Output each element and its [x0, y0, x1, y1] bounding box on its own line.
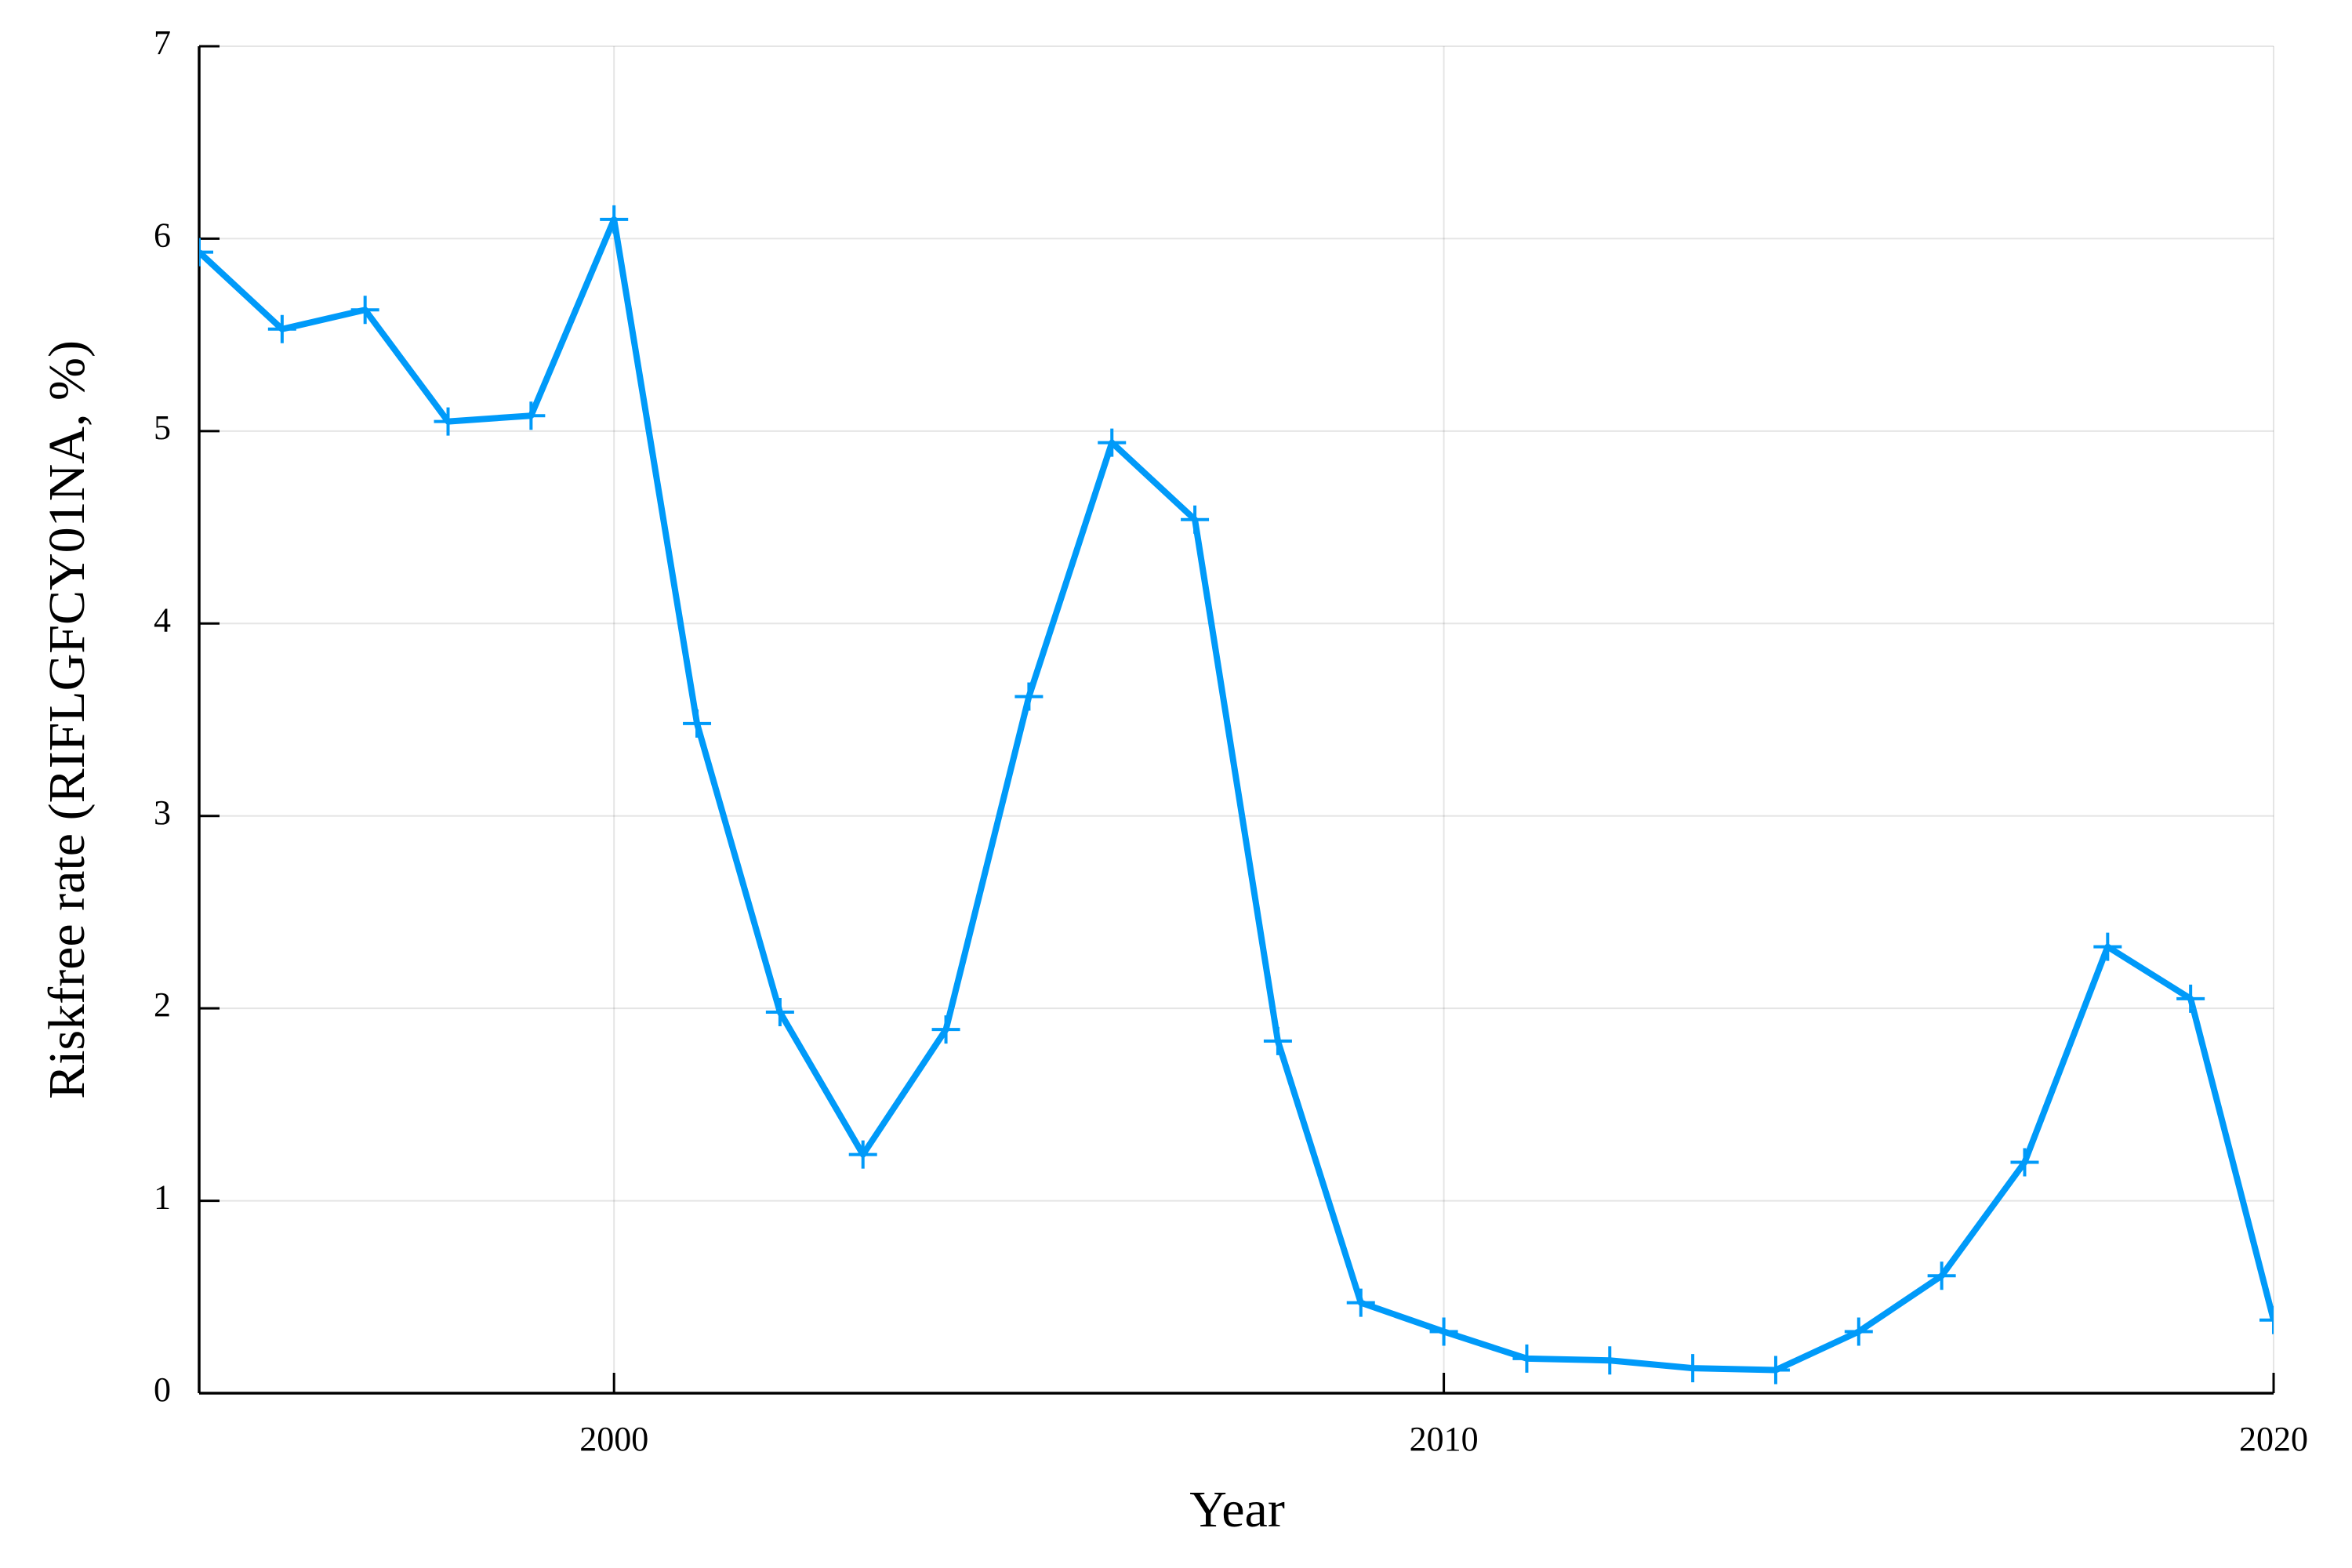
y-tick-label: 2 [154, 985, 171, 1024]
data-marker [600, 205, 629, 234]
y-tick-label: 5 [154, 408, 171, 447]
data-marker [683, 709, 712, 738]
data-marker [1595, 1346, 1624, 1375]
data-marker [2176, 984, 2205, 1013]
data-marker [1014, 682, 1044, 711]
y-tick-label: 4 [154, 601, 171, 639]
data-marker [848, 1140, 877, 1169]
x-axis-label: Year [1189, 1481, 1285, 1538]
y-tick-label: 6 [154, 216, 171, 255]
data-marker [931, 1015, 960, 1044]
data-marker [517, 401, 546, 430]
y-tick-label: 1 [154, 1178, 171, 1217]
data-marker [1512, 1344, 1541, 1373]
y-tick-label: 3 [154, 793, 171, 832]
data-marker [1679, 1354, 1708, 1383]
y-axis-label: Riskfree rate (RIFLGFCY01NA, %) [38, 340, 96, 1099]
x-tick-label: 2000 [579, 1420, 648, 1458]
y-tick-label: 0 [154, 1370, 171, 1409]
data-marker [434, 407, 463, 436]
x-tick-label: 2010 [1410, 1420, 1479, 1458]
data-marker [765, 998, 794, 1027]
data-marker [1429, 1317, 1458, 1346]
data-marker [2093, 932, 2122, 961]
data-marker [350, 296, 379, 325]
data-marker [1181, 505, 1210, 534]
data-marker [1844, 1317, 1873, 1346]
data-marker [2259, 1305, 2274, 1334]
data-marker [1927, 1261, 1956, 1290]
data-marker [1346, 1288, 1375, 1317]
data-marker [199, 238, 213, 267]
data-marker [1263, 1026, 1292, 1055]
x-tick-label: 2020 [2239, 1420, 2308, 1458]
data-marker [2010, 1148, 2039, 1177]
data-marker [267, 314, 296, 343]
data-marker [1761, 1356, 1790, 1385]
data-line [199, 216, 2274, 1374]
y-tick-label: 7 [154, 24, 171, 62]
data-marker [1098, 428, 1127, 457]
